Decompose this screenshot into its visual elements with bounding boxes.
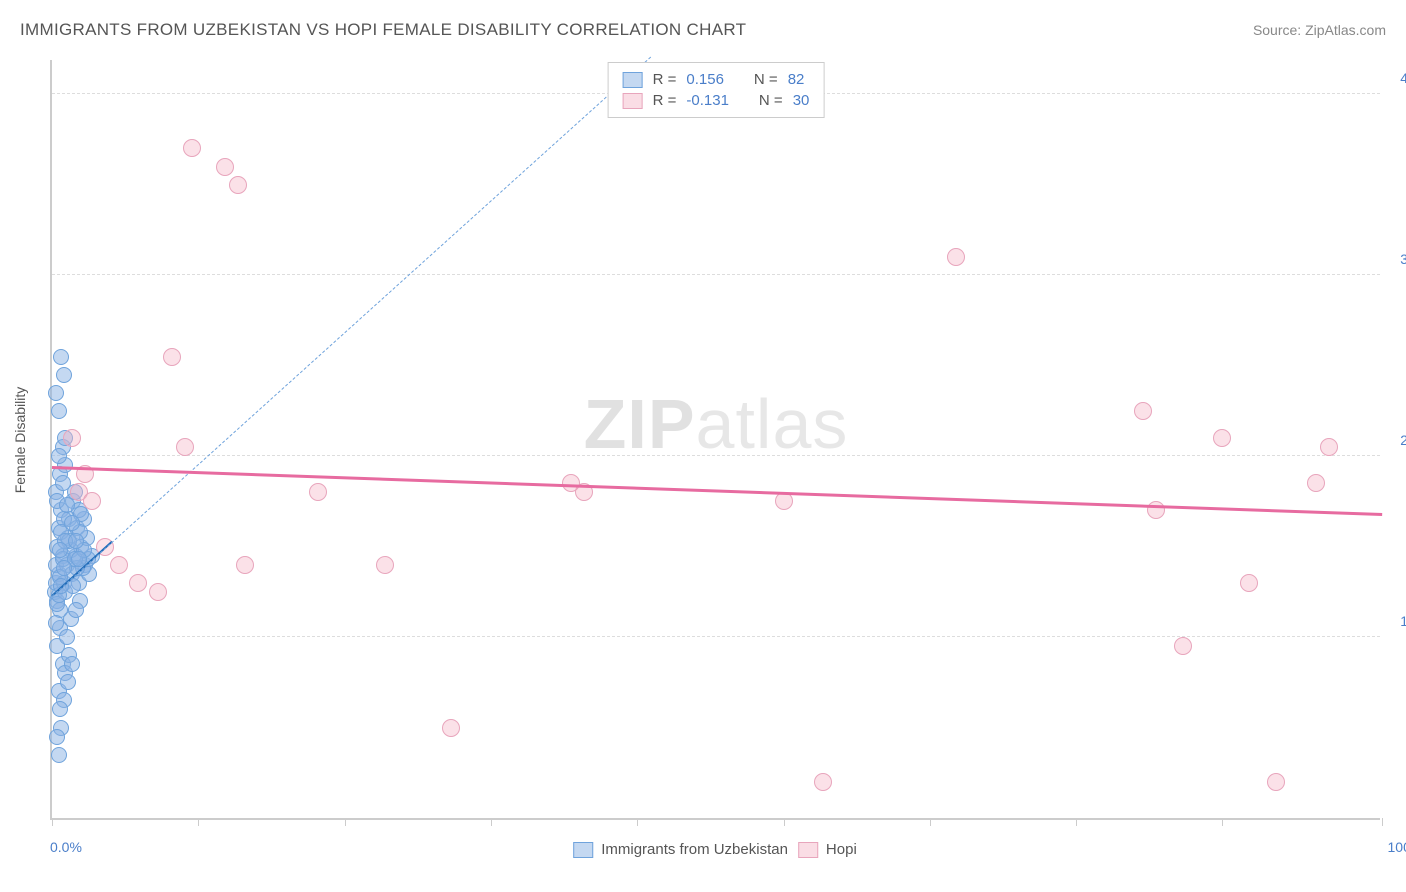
x-tick: [784, 818, 785, 826]
data-point: [183, 139, 201, 157]
data-point: [376, 556, 394, 574]
data-point: [51, 403, 67, 419]
data-point: [110, 556, 128, 574]
x-axis-min-label: 0.0%: [50, 839, 82, 855]
x-tick: [491, 818, 492, 826]
data-point: [1267, 773, 1285, 791]
data-point: [309, 483, 327, 501]
data-point: [53, 349, 69, 365]
x-tick: [1076, 818, 1077, 826]
data-point: [1134, 402, 1152, 420]
data-point: [49, 729, 65, 745]
legend-r-label: R =: [653, 71, 677, 88]
data-point: [129, 574, 147, 592]
x-tick: [930, 818, 931, 826]
x-tick: [1222, 818, 1223, 826]
trendline: [52, 466, 1382, 516]
chart-source: Source: ZipAtlas.com: [1253, 22, 1386, 38]
legend-n-label: N =: [754, 71, 778, 88]
legend-label: Immigrants from Uzbekistan: [601, 841, 788, 858]
x-tick: [198, 818, 199, 826]
data-point: [176, 438, 194, 456]
data-point: [68, 602, 84, 618]
watermark: ZIPatlas: [584, 384, 849, 464]
data-point: [1174, 637, 1192, 655]
data-point: [52, 542, 68, 558]
data-point: [48, 615, 64, 631]
x-axis-max-label: 100.0%: [1388, 839, 1406, 855]
data-point: [775, 492, 793, 510]
legend-n-val: 82: [788, 71, 805, 88]
data-point: [814, 773, 832, 791]
data-point: [48, 385, 64, 401]
data-point: [56, 367, 72, 383]
legend-r-val: -0.131: [686, 92, 729, 109]
legend-stats: R = 0.156 N = 82 R = -0.131 N = 30: [608, 62, 825, 118]
y-tick-label: 10.0%: [1400, 613, 1406, 629]
data-point: [442, 719, 460, 737]
plot-region: ZIPatlas R = 0.156 N = 82 R = -0.131 N =…: [50, 60, 1380, 820]
data-point: [1240, 574, 1258, 592]
y-tick-label: 30.0%: [1400, 251, 1406, 267]
y-tick-label: 20.0%: [1400, 432, 1406, 448]
chart-header: IMMIGRANTS FROM UZBEKISTAN VS HOPI FEMAL…: [20, 20, 1386, 40]
legend-swatch-blue: [573, 842, 593, 858]
legend-r-label: R =: [653, 92, 677, 109]
data-point: [68, 533, 84, 549]
y-tick-label: 40.0%: [1400, 70, 1406, 86]
legend-n-val: 30: [793, 92, 810, 109]
legend-label: Hopi: [826, 841, 857, 858]
data-point: [52, 701, 68, 717]
data-point: [63, 429, 81, 447]
legend-n-label: N =: [759, 92, 783, 109]
data-point: [51, 747, 67, 763]
legend-item: Immigrants from Uzbekistan: [573, 841, 788, 858]
data-point: [163, 348, 181, 366]
legend-stats-row: R = -0.131 N = 30: [623, 90, 810, 111]
data-point: [236, 556, 254, 574]
legend-r-val: 0.156: [686, 71, 724, 88]
data-point: [149, 583, 167, 601]
data-point: [947, 248, 965, 266]
data-point: [51, 448, 67, 464]
data-point: [60, 674, 76, 690]
trendline-extension: [52, 57, 651, 597]
data-point: [1320, 438, 1338, 456]
data-point: [59, 629, 75, 645]
legend-swatch-pink: [798, 842, 818, 858]
legend-stats-row: R = 0.156 N = 82: [623, 69, 810, 90]
data-point: [1307, 474, 1325, 492]
x-tick: [345, 818, 346, 826]
data-point: [1213, 429, 1231, 447]
legend-swatch-blue: [623, 72, 643, 88]
y-axis-label: Female Disability: [12, 387, 28, 494]
chart-area: Female Disability ZIPatlas R = 0.156 N =…: [50, 60, 1380, 820]
data-point: [216, 158, 234, 176]
legend-swatch-pink: [623, 93, 643, 109]
gridline: [52, 274, 1380, 275]
data-point: [83, 492, 101, 510]
chart-title: IMMIGRANTS FROM UZBEKISTAN VS HOPI FEMAL…: [20, 20, 746, 40]
x-tick: [52, 818, 53, 826]
x-tick: [637, 818, 638, 826]
gridline: [52, 455, 1380, 456]
legend-item: Hopi: [798, 841, 857, 858]
legend-series: Immigrants from Uzbekistan Hopi: [573, 841, 857, 858]
data-point: [56, 560, 72, 576]
data-point: [64, 656, 80, 672]
data-point: [64, 515, 80, 531]
data-point: [229, 176, 247, 194]
x-tick: [1382, 818, 1383, 826]
